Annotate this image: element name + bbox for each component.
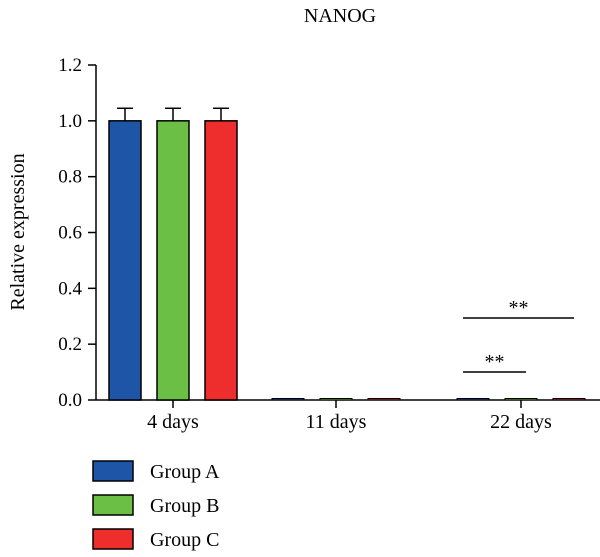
significance-label: ** — [509, 297, 529, 319]
y-tick-label: 1.2 — [58, 55, 82, 76]
bar — [204, 120, 238, 401]
x-tick-label: 11 days — [306, 411, 367, 433]
y-tick-label: 0.0 — [58, 390, 82, 411]
legend-swatch — [92, 460, 134, 482]
x-tick-label: 22 days — [490, 411, 552, 433]
y-tick-label: 1.0 — [58, 111, 82, 132]
bar — [319, 398, 353, 401]
bar — [552, 398, 586, 401]
bar — [156, 120, 190, 401]
bar — [367, 398, 401, 401]
legend-swatch — [92, 528, 134, 550]
y-tick-label: 0.6 — [58, 223, 82, 244]
significance-label: ** — [485, 351, 505, 373]
plot-area: 0.0 0.2 0.4 0.6 0.8 1.0 1.2 4 days 11 days 22 day… — [58, 55, 600, 433]
legend-swatch — [92, 494, 134, 516]
bar — [504, 398, 538, 401]
y-tick-label: 0.4 — [58, 278, 82, 299]
y-tick-label: 0.8 — [58, 167, 82, 188]
x-tick-label: 4 days — [147, 411, 199, 433]
legend-label: Group C — [150, 529, 219, 551]
bar — [456, 398, 490, 401]
chart-title: NANOG — [304, 5, 376, 27]
y-tick-label: 0.2 — [58, 334, 82, 355]
legend-label: Group A — [150, 461, 220, 483]
y-axis-label: Relative expression — [7, 153, 29, 310]
bar — [108, 120, 142, 401]
legend: Group A Group B Group C — [92, 460, 220, 551]
bar — [271, 398, 305, 401]
legend-label: Group B — [150, 495, 219, 517]
